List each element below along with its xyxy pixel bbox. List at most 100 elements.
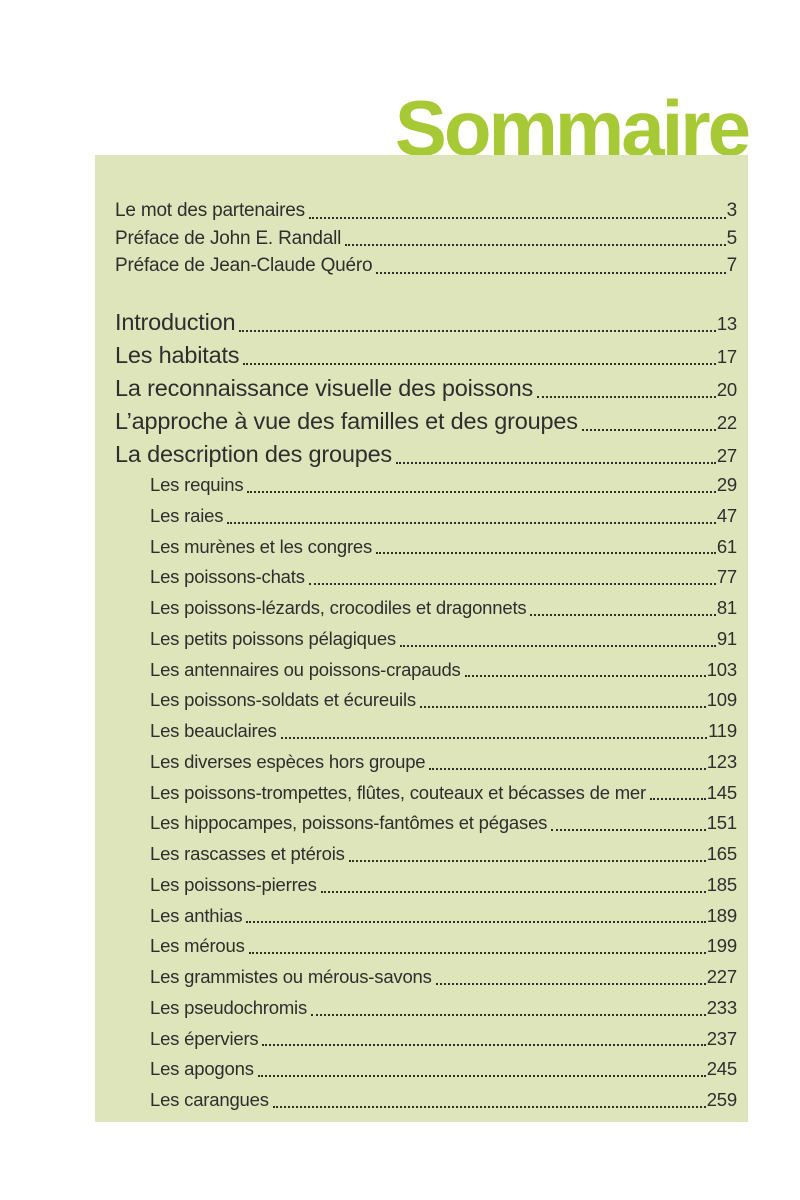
toc-entry: Les éperviers 237 [150, 1024, 737, 1055]
toc-entry-page: 22 [716, 411, 737, 433]
toc-entry: Les mérous 199 [150, 931, 737, 962]
toc-entry-page: 61 [716, 535, 737, 557]
toc-entry-page: 81 [716, 597, 737, 618]
toc-entry: Les raies 47 [150, 501, 737, 532]
toc-entry-page: 103 [706, 658, 737, 680]
toc-entry-page: 13 [716, 312, 737, 334]
toc-entry: Les hippocampes, poissons-fantômes et pé… [150, 808, 737, 839]
toc-entry: Les anthias 189 [150, 901, 737, 932]
dotted-leader [395, 461, 716, 464]
toc-entry-page: 233 [706, 996, 737, 1018]
dotted-leader [376, 271, 726, 274]
dotted-leader [435, 982, 706, 985]
toc-entry-page: 185 [706, 873, 737, 895]
toc-entry: Les carangues 259 [150, 1085, 737, 1116]
toc-entry-label: Les anthias [150, 904, 243, 926]
toc-entry-label: Les poissons-pierres [150, 873, 317, 895]
toc-entry: Le mot des partenaires 3 [115, 197, 737, 225]
toc-entry-label: Les rascasses et ptérois [150, 843, 345, 864]
toc-entry-label: L’approche à vue des familles et des gro… [115, 407, 578, 434]
dotted-leader [419, 706, 706, 708]
toc-entry-label: Les antennaires ou poissons-crapauds [150, 658, 461, 680]
dotted-leader [248, 952, 706, 954]
toc-entry-page: 7 [726, 255, 738, 276]
toc-entry: Les beauclaires 119 [150, 716, 737, 747]
toc-entry-label: Les grammistes ou mérous-savons [150, 966, 432, 987]
toc-entry-label: Les habitats [115, 341, 240, 368]
dotted-leader [376, 552, 716, 555]
toc-entry-label: Les raies [150, 504, 224, 526]
toc-entry-page: 189 [706, 904, 737, 926]
toc-entry-page: 119 [708, 720, 737, 741]
toc-entry: Les rascasses et ptérois 165 [150, 839, 737, 870]
toc-entry: Introduction 13 [115, 306, 737, 339]
toc-entry-page: 123 [706, 750, 737, 772]
toc-entry: Les poissons-soldats et écureuils 109 [150, 685, 737, 716]
toc-entry-page: 109 [706, 689, 737, 711]
toc-entry: Les apogons 245 [150, 1054, 737, 1085]
toc-entry: Préface de Jean-Claude Quéro 7 [115, 252, 737, 280]
toc-entry-label: Les murènes et les congres [150, 535, 373, 557]
toc-entry: Préface de John E. Randall 5 [115, 225, 737, 253]
dotted-leader [247, 490, 716, 493]
toc-entry-label: Les beauclaires [150, 720, 277, 741]
dotted-leader [581, 428, 716, 431]
toc-entry-page: 20 [716, 378, 737, 400]
dotted-leader [227, 521, 716, 524]
toc-entry-label: Les mérous [150, 935, 245, 957]
toc-box: Le mot des partenaires 3 Préface de John E… [95, 155, 748, 1122]
dotted-leader [308, 216, 726, 219]
toc-entry-page: 27 [716, 444, 737, 466]
toc-entry-page: 227 [706, 966, 737, 987]
toc-entry-page: 77 [716, 566, 737, 588]
toc-entry-label: Les poissons-lézards, crocodiles et drag… [150, 597, 527, 618]
toc-entry-page: 47 [716, 504, 737, 526]
toc-entry-page: 145 [706, 781, 737, 803]
toc-entry-page: 237 [706, 1027, 737, 1049]
toc-entry-label: Les poissons-trompettes, flûtes, couteau… [150, 781, 646, 803]
dotted-leader [345, 244, 726, 246]
toc-entry: Les diverses espèces hors groupe 123 [150, 747, 737, 778]
toc-entry-label: Les éperviers [150, 1027, 259, 1049]
dotted-leader [464, 675, 706, 678]
page-title: Sommaire [394, 84, 751, 172]
toc-entry-page: 29 [716, 474, 737, 495]
groups-list: Les requins 29 Les raies 47 Les murènes et l… [150, 470, 737, 1116]
dotted-leader [429, 767, 706, 770]
toc-entry-label: Préface de John E. Randall [115, 227, 342, 249]
toc-entry: Les poissons-pierres 185 [150, 870, 737, 901]
dotted-leader [262, 1044, 706, 1047]
dotted-leader [551, 829, 706, 831]
toc-entry-page: 199 [706, 935, 737, 957]
toc-entry-label: Les petits poissons pélagiques [150, 627, 396, 649]
toc-entry-page: 5 [726, 227, 738, 249]
dotted-leader [272, 1105, 706, 1108]
toc-entry-page: 245 [706, 1058, 737, 1080]
dotted-leader [280, 736, 708, 739]
toc-entry-label: Les hippocampes, poissons-fantômes et pé… [150, 812, 548, 834]
dotted-leader [246, 921, 706, 924]
toc-entry-label: Le mot des partenaires [115, 200, 305, 221]
toc-entry: Les pseudochromis 233 [150, 993, 737, 1024]
toc-entry-label: Les diverses espèces hors groupe [150, 750, 426, 772]
toc-entry-label: Les apogons [150, 1058, 254, 1080]
toc-entry: Les habitats 17 [115, 339, 737, 372]
toc-entry: La description des groupes 27 [115, 438, 737, 471]
toc-entry: Les antennaires ou poissons-crapauds 103 [150, 655, 737, 686]
toc-entry-label: Introduction [115, 308, 236, 335]
toc-entry-label: Les requins [150, 474, 244, 495]
toc-entry: Les poissons-lézards, crocodiles et drag… [150, 593, 737, 624]
toc-entry-page: 91 [716, 627, 737, 649]
front-matter-list: Le mot des partenaires 3 Préface de John E… [115, 197, 737, 280]
toc-entry-page: 165 [706, 843, 737, 864]
dotted-leader [311, 1013, 706, 1016]
toc-entry-page: 17 [716, 345, 737, 367]
dotted-leader [399, 644, 716, 647]
dotted-leader [308, 583, 716, 585]
toc-entry-label: Les carangues [150, 1089, 269, 1110]
dotted-leader [257, 1075, 706, 1077]
toc-entry-label: Les poissons-chats [150, 566, 305, 588]
toc-entry: Les petits poissons pélagiques 91 [150, 624, 737, 655]
dotted-leader [530, 613, 716, 616]
toc-entry-page: 259 [706, 1089, 737, 1110]
